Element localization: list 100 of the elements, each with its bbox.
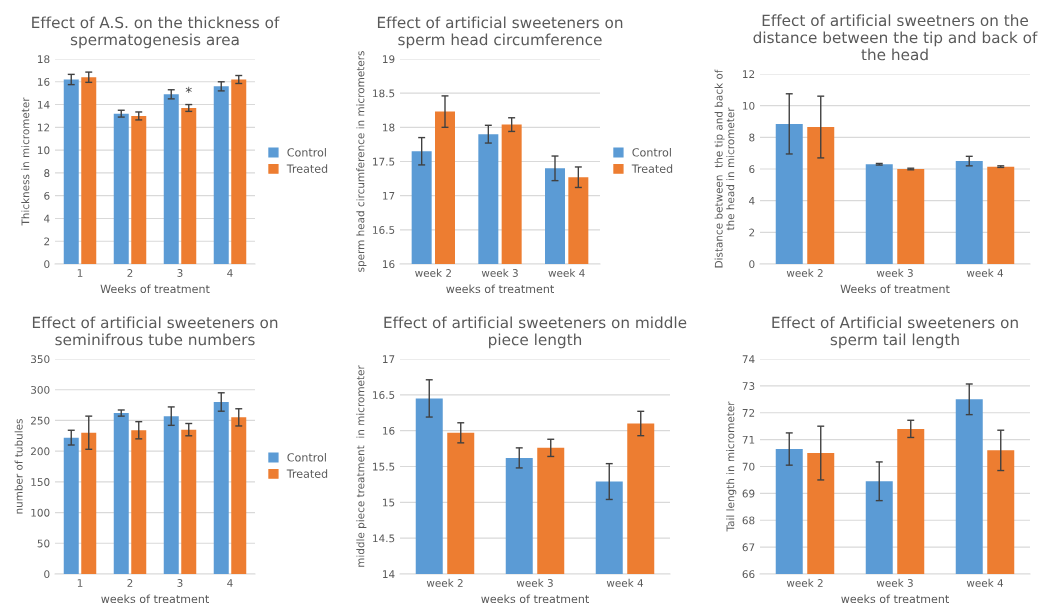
x-tick-label: week 3: [481, 268, 518, 277]
y-tick-label: 16: [38, 78, 50, 86]
x-axis-title: weeks of treatment: [101, 594, 209, 604]
y-tick-label: 18.5: [373, 89, 395, 98]
y-tick-label: 4: [749, 197, 755, 205]
legend-label: Control: [632, 147, 671, 157]
y-tick-label: 50: [37, 539, 50, 548]
y-tick-label: 16.5: [373, 226, 395, 234]
y-axis-title: Thickness in micrometer: [21, 97, 30, 226]
x-tick-label: week 2: [786, 578, 823, 587]
y-tick-label: 16: [383, 260, 395, 269]
y-tick-label: 300: [31, 385, 50, 394]
bar: [231, 417, 247, 574]
y-tick-label: 14.5: [373, 534, 395, 543]
y-tick-label: 70: [742, 462, 755, 471]
y-axis-title: Tail length in micrometer: [726, 401, 737, 532]
y-tick-label: 73: [742, 382, 755, 390]
bar: [987, 166, 1015, 264]
bar: [213, 86, 229, 264]
y-tick-label: 10: [38, 146, 50, 155]
y-tick-label: 18: [383, 123, 395, 132]
y-tick-label: 19: [383, 55, 395, 64]
legend-label: Treated: [286, 164, 328, 173]
bar: [807, 127, 835, 264]
x-tick-label: 1: [77, 269, 83, 277]
y-axis-title: number of tubules: [14, 419, 23, 514]
x-tick-label: 4: [227, 269, 233, 277]
bar: [113, 413, 129, 574]
y-tick-label: 17: [383, 355, 395, 363]
y-tick-label: 4: [44, 214, 50, 223]
bar: [955, 161, 983, 264]
legend-label: Treated: [631, 164, 673, 173]
bar: [131, 430, 147, 574]
x-tick-label: 3: [177, 269, 183, 277]
x-axis-title: weeks of treatment: [481, 594, 589, 604]
bar: [63, 437, 79, 574]
x-axis-title: Weeks of treatment: [840, 284, 950, 294]
y-tick-label: 8: [44, 169, 50, 177]
y-axis-title: sperm head circumference in micrometers: [356, 51, 367, 272]
y-tick-label: 100: [31, 508, 50, 517]
chart-title: Effect of artificial sweeteners on sperm head circumference: [377, 16, 623, 49]
bar: [865, 164, 893, 264]
y-tick-label: 74: [742, 355, 755, 363]
y-axis-title: middle piece treatment in micrometer: [356, 365, 367, 567]
x-axis-title: Weeks of treatment: [100, 284, 210, 294]
y-tick-label: 0: [44, 570, 50, 579]
legend-label: Control: [287, 147, 326, 157]
y-tick-label: 8: [749, 133, 755, 142]
y-axis-title: Distance between the tip and back of the head in micrometer: [714, 69, 735, 268]
y-tick-label: 2: [749, 228, 755, 237]
y-tick-label: 16.5: [373, 391, 395, 399]
legend-label: Treated: [286, 469, 328, 478]
y-tick-label: 350: [31, 355, 50, 364]
y-tick-label: 17.5: [373, 157, 395, 166]
y-tick-label: 66: [742, 570, 755, 579]
x-tick-label: week 4: [966, 268, 1004, 277]
bar: [81, 432, 97, 574]
x-tick-label: week 3: [876, 268, 913, 277]
y-tick-label: 12: [743, 70, 755, 78]
y-tick-label: 72: [742, 408, 755, 417]
y-tick-label: 0: [749, 260, 755, 269]
annotation: *: [185, 86, 192, 94]
y-tick-label: 17: [383, 192, 395, 200]
y-tick-label: 16: [383, 426, 395, 435]
x-tick-label: week 2: [426, 578, 463, 587]
x-tick-label: 2: [127, 579, 133, 587]
bar: [163, 416, 179, 574]
y-tick-label: 71: [742, 435, 755, 444]
x-tick-label: week 2: [786, 268, 823, 277]
bar: [181, 429, 197, 574]
bar: [81, 77, 97, 264]
x-tick-label: 4: [227, 579, 233, 587]
bar: [181, 107, 197, 264]
chart-title: Effect of artificial sweetners on the distance between the tip and back of the head: [753, 14, 1038, 61]
x-tick-label: 2: [127, 269, 133, 277]
y-tick-label: 150: [31, 478, 50, 486]
x-tick-label: 3: [177, 579, 183, 587]
bar: [231, 79, 247, 264]
y-tick-label: 10: [743, 101, 755, 110]
legend-label: Control: [287, 452, 326, 462]
y-tick-label: 2: [44, 237, 50, 246]
x-axis-title: weeks of treatment: [446, 284, 554, 294]
bar: [775, 123, 803, 264]
bar: [897, 169, 925, 264]
y-tick-label: 15.5: [373, 462, 395, 471]
y-tick-label: 67: [742, 543, 755, 552]
chart-title: Effect of artificial sweeteners on middle piece length: [384, 316, 687, 349]
x-tick-label: week 4: [548, 268, 585, 277]
x-tick-label: week 2: [415, 268, 451, 277]
y-tick-label: 69: [742, 489, 755, 498]
y-tick-label: 12: [38, 123, 50, 132]
chart-title: Effect of Artificial sweeteners on sperm tail length: [772, 316, 1018, 349]
y-tick-label: 0: [44, 260, 50, 269]
chart-title: Effect of A.S. on the thickness of spermatogenesis area: [32, 16, 280, 49]
y-tick-label: 14: [383, 570, 395, 578]
x-tick-label: 1: [77, 579, 83, 587]
y-tick-label: 200: [31, 447, 50, 456]
y-tick-label: 14: [38, 100, 50, 109]
x-tick-label: week 4: [606, 578, 644, 587]
bar: [113, 113, 129, 264]
